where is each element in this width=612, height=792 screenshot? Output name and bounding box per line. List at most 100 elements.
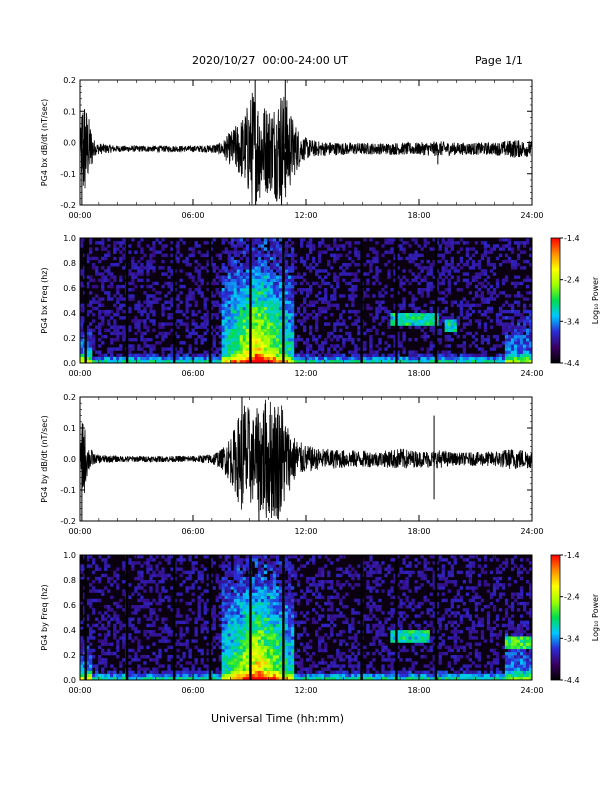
spectrogram-cell	[269, 601, 274, 606]
spectrogram-cell	[104, 558, 108, 562]
spectrogram-cell	[194, 281, 198, 286]
spectrogram-cell	[302, 278, 307, 283]
spectrogram-cell	[80, 655, 84, 659]
spectrogram-cell	[266, 558, 271, 562]
spectrogram-cell	[134, 272, 138, 276]
spectrogram-cell	[212, 303, 216, 308]
spectrogram-cell	[242, 272, 247, 276]
spectrogram-cell	[227, 275, 231, 279]
spectrogram-cell	[236, 614, 240, 618]
spectrogram-cell	[161, 266, 165, 270]
spectrogram-cell	[152, 573, 156, 578]
spectrogram-cell	[459, 256, 463, 261]
spectrogram-cell	[209, 263, 213, 267]
spectrogram-cell	[236, 288, 240, 292]
spectrogram-cell	[260, 601, 265, 606]
spectrogram-cell	[369, 306, 373, 311]
spectrogram-cell	[101, 359, 105, 364]
spectrogram-cell	[357, 347, 361, 351]
spectrogram-cell	[498, 359, 503, 364]
spectrogram-cell	[221, 350, 225, 354]
spectrogram-cell	[167, 561, 171, 565]
spectrogram-cell	[483, 309, 488, 314]
spectrogram-cell	[239, 639, 244, 643]
spectrogram-cell	[221, 250, 225, 254]
spectrogram-cell	[501, 359, 506, 364]
spectrogram-cell	[363, 356, 367, 361]
spectrogram-cell	[80, 347, 84, 351]
spectrogram-cell	[170, 322, 174, 326]
spectrogram-cell	[233, 664, 237, 668]
spectrogram-cell	[342, 322, 346, 326]
spectrogram-cell	[143, 655, 147, 659]
spectrogram-cell	[89, 344, 93, 348]
spectrogram-cell	[137, 605, 141, 609]
spectrogram-cell	[92, 356, 96, 361]
spectrogram-cell	[468, 353, 473, 358]
spectrogram-cell	[164, 639, 168, 643]
spectrogram-cell	[137, 664, 141, 668]
spectrogram-cell	[257, 601, 262, 606]
spectrogram-cell	[245, 623, 250, 628]
spectrogram-cell	[486, 250, 491, 254]
spectrogram-cell	[435, 278, 439, 283]
spectrogram-cell	[170, 645, 174, 650]
spectrogram-cell	[131, 278, 135, 283]
spectrogram-cell	[149, 617, 153, 621]
spectrogram-cell	[263, 278, 268, 283]
spectrogram-cell	[104, 253, 108, 258]
spectrogram-cell	[206, 676, 210, 681]
spectrogram-cell	[405, 319, 409, 323]
spectrogram-cell	[429, 288, 433, 292]
spectrogram-cell	[152, 319, 156, 323]
spectrogram-cell	[206, 620, 210, 625]
spectrogram-cell	[95, 294, 99, 298]
spectrogram-cell	[164, 356, 168, 361]
spectrogram-cell	[200, 670, 204, 675]
spectrogram-cell	[333, 347, 337, 351]
spectrogram-cell	[119, 278, 123, 283]
spectrogram-cell	[254, 241, 259, 245]
spectrogram-cell	[197, 608, 201, 612]
spectrogram-cell	[387, 353, 391, 358]
spectrogram-cell	[333, 244, 337, 248]
spectrogram-cell	[266, 253, 271, 258]
spectrogram-cell	[272, 244, 277, 248]
spectrogram-cell	[266, 667, 271, 671]
spectrogram-cell	[263, 341, 268, 345]
spectrogram-cell	[269, 238, 274, 242]
spectrogram-cell	[224, 350, 228, 354]
spectrogram-cell	[299, 241, 304, 245]
spectrogram-cell	[257, 658, 262, 662]
spectrogram-cell	[227, 601, 231, 606]
spectrogram-cell	[363, 347, 367, 351]
spectrogram-cell	[236, 617, 240, 621]
spectrogram-cell	[525, 344, 530, 348]
spectrogram-cell	[474, 284, 479, 289]
spectrogram-cell	[230, 601, 234, 606]
spectrogram-cell	[152, 623, 156, 628]
spectrogram-cell	[122, 334, 126, 339]
spectrogram-cell	[260, 595, 265, 600]
spectrogram-cell	[263, 589, 268, 593]
spectrogram-cell	[522, 244, 527, 248]
spectrogram-cell	[435, 306, 439, 311]
spectrogram-cell	[471, 309, 476, 314]
spectrogram-cell	[257, 651, 262, 656]
spectrogram-cell	[477, 263, 482, 267]
spectrogram-cell	[245, 614, 250, 618]
spectrogram-cell	[275, 288, 280, 292]
spectrogram-cell	[420, 347, 424, 351]
spectrogram-cell	[450, 316, 454, 320]
spectrogram-cell	[239, 655, 244, 659]
spectrogram-cell	[146, 645, 150, 650]
spectrogram-cell	[101, 238, 105, 242]
spectrogram-cell	[272, 303, 277, 308]
spectrogram-cell	[387, 275, 391, 279]
spectrogram-cell	[242, 281, 247, 286]
spectrogram-cell	[95, 284, 99, 289]
spectrogram-cell	[233, 294, 237, 298]
spectrogram-cell	[257, 300, 262, 304]
spectrogram-cell	[203, 325, 207, 329]
spectrogram-cell	[402, 322, 406, 326]
